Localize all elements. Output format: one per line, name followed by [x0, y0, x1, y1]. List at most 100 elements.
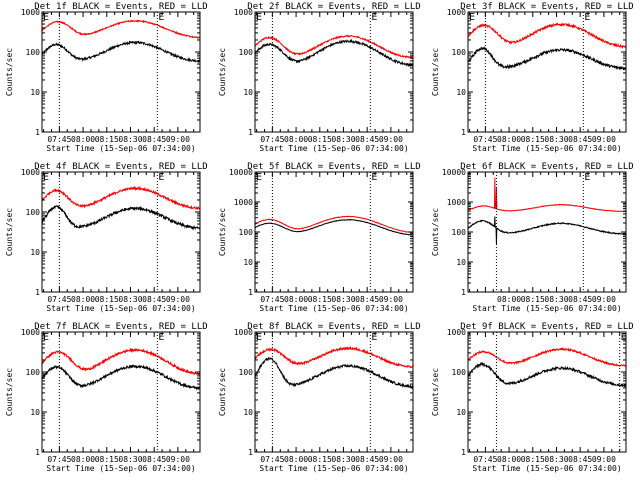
plot-frame	[467, 331, 627, 453]
x-tick-label: 09:00	[592, 135, 616, 144]
x-tick-label: 09:00	[379, 135, 403, 144]
y-tick-label: 1000	[447, 328, 466, 337]
flag-marker: E	[584, 172, 590, 183]
flag-marker: E	[469, 12, 475, 23]
x-tick-label: 08:00	[71, 295, 95, 304]
y-axis-label: Counts/sec	[218, 48, 227, 96]
x-tick-label: 08:00	[71, 135, 95, 144]
x-tick-label: 08:30	[544, 135, 568, 144]
x-tick-label: 08:15	[95, 455, 119, 464]
x-tick-label: 08:45	[568, 455, 592, 464]
x-tick-label: 08:00	[71, 455, 95, 464]
plot-frame	[254, 331, 414, 453]
x-tick-label: 07:45	[47, 295, 71, 304]
series-events	[42, 204, 200, 231]
y-tick-label: 1000	[234, 198, 253, 207]
panel-title: Det 9f BLACK = Events, RED = LLD	[460, 322, 633, 332]
flag-marker: E	[371, 12, 377, 23]
x-tick-label: 08:15	[308, 455, 332, 464]
x-tick-label: 08:30	[331, 295, 355, 304]
plot-frame	[41, 11, 201, 133]
series-lld	[255, 215, 413, 234]
y-tick-label: 1	[248, 448, 253, 457]
x-tick-label: 07:45	[47, 455, 71, 464]
series-lld	[42, 185, 200, 211]
panel-title: Det 8f BLACK = Events, RED = LLD	[247, 322, 420, 332]
plot-frame	[254, 171, 414, 293]
x-tick-label: 08:45	[568, 135, 592, 144]
x-tick-label: 09:00	[166, 295, 190, 304]
y-axis-label: Counts/sec	[218, 368, 227, 416]
x-tick-label: 08:45	[355, 135, 379, 144]
y-tick-label: 1000	[21, 8, 40, 17]
y-tick-label: 1	[248, 288, 253, 297]
y-tick-label: 1	[461, 288, 466, 297]
y-tick-label: 1	[35, 288, 40, 297]
y-tick-label: 100	[239, 48, 254, 57]
y-tick-label: 100	[26, 208, 41, 217]
x-tick-label: 09:00	[379, 295, 403, 304]
y-tick-label: 1	[35, 128, 40, 137]
flag-marker: E	[43, 172, 49, 183]
flag-marker: E	[158, 332, 164, 343]
x-tick-label: 08:15	[521, 135, 545, 144]
y-tick-label: 100	[452, 228, 467, 237]
x-tick-label: 08:15	[95, 295, 119, 304]
x-tick-label: 08:00	[284, 135, 308, 144]
x-axis-label: Start Time (15-Sep-06 07:34:00)	[259, 464, 408, 473]
series-lld	[468, 346, 626, 368]
y-tick-label: 10	[243, 88, 253, 97]
series-events	[42, 40, 200, 64]
y-tick-label: 1	[461, 448, 466, 457]
y-tick-label: 10	[456, 408, 466, 417]
y-axis-label: Counts/sec	[431, 208, 440, 256]
series-events	[468, 216, 626, 244]
y-tick-label: 10	[243, 258, 253, 267]
y-tick-label: 10	[243, 408, 253, 417]
x-tick-label: 08:30	[118, 455, 142, 464]
plot-frame	[41, 331, 201, 453]
panel-title: Det 4f BLACK = Events, RED = LLD	[34, 162, 207, 172]
x-axis-label: Start Time (15-Sep-06 07:34:00)	[46, 144, 195, 153]
x-axis-label: Start Time (15-Sep-06 07:34:00)	[472, 144, 621, 153]
series-lld	[255, 345, 413, 369]
series-events	[42, 364, 200, 391]
x-axis-label: Start Time (15-Sep-06 07:34:00)	[259, 304, 408, 313]
flag-marker: E	[256, 12, 262, 23]
x-tick-label: 08:15	[95, 135, 119, 144]
x-tick-label: 07:45	[260, 455, 284, 464]
x-axis-label: Start Time (15-Sep-06 07:34:00)	[472, 464, 621, 473]
series-events	[255, 357, 413, 390]
panel-title: Det 2f BLACK = Events, RED = LLD	[247, 2, 420, 12]
series-lld	[42, 347, 200, 376]
x-tick-label: 07:45	[473, 455, 497, 464]
y-tick-label: 100	[26, 368, 41, 377]
y-axis-label: Counts/sec	[431, 48, 440, 96]
x-tick-label: 08:45	[142, 295, 166, 304]
y-tick-label: 1000	[234, 328, 253, 337]
y-tick-label: 1000	[447, 8, 466, 17]
flag-marker: E	[256, 172, 262, 183]
flag-marker: E	[158, 12, 164, 23]
x-tick-label: 08:00	[284, 455, 308, 464]
y-tick-label: 1	[461, 128, 466, 137]
x-tick-label: 08:30	[331, 455, 355, 464]
panel-title: Det 1f BLACK = Events, RED = LLD	[34, 2, 207, 12]
panel-title: Det 7f BLACK = Events, RED = LLD	[34, 322, 207, 332]
plot-frame	[254, 11, 414, 133]
flag-marker: E	[256, 332, 262, 343]
x-tick-label: 07:45	[260, 135, 284, 144]
series-lld	[468, 22, 626, 50]
y-tick-label: 100	[452, 368, 467, 377]
x-tick-label: 08:45	[142, 455, 166, 464]
y-axis-label: Counts/sec	[431, 368, 440, 416]
x-tick-label: 08:00	[497, 295, 521, 304]
x-tick-label: 08:00	[284, 295, 308, 304]
y-tick-label: 1000	[447, 198, 466, 207]
x-tick-label: 08:00	[497, 135, 521, 144]
